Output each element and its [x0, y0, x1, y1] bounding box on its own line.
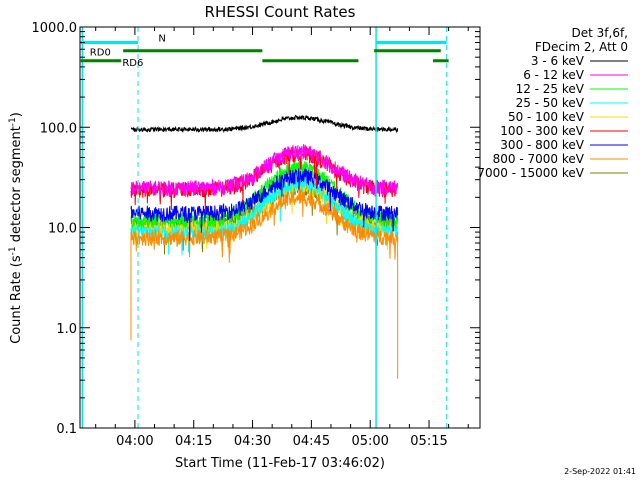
y-tick-label: 1.0 — [56, 322, 77, 337]
x-tick-label: 04:30 — [234, 434, 271, 449]
x-tick-label: 04:00 — [116, 434, 153, 449]
legend-entry-label: 25 - 50 keV — [516, 96, 585, 110]
legend-entry-label: 6 - 12 keV — [523, 68, 585, 82]
legend-entry-label: 12 - 25 keV — [516, 82, 585, 96]
legend-entry-label: 7000 - 15000 keV — [477, 166, 584, 180]
rd0-label: RD0 — [90, 47, 111, 58]
series-layer — [130, 114, 399, 379]
y-tick-label: 10.0 — [48, 222, 77, 237]
legend-entry-label: 3 - 6 keV — [531, 54, 585, 68]
legend-header-line-2: FDecim 2, Att 0 — [535, 40, 628, 54]
x-axis-label: Start Time (11-Feb-17 03:46:02) — [175, 456, 385, 471]
legend-entry-label: 300 - 800 keV — [500, 138, 584, 152]
legend-entry-label: 800 - 7000 keV — [493, 152, 585, 166]
chart-title: RHESSI Count Rates — [205, 3, 356, 21]
legend-entry-label: 50 - 100 keV — [508, 110, 585, 124]
series-line — [130, 114, 399, 134]
x-tick-label: 04:45 — [293, 434, 330, 449]
overlay-layer: N RD0 RD6 — [80, 27, 449, 428]
series-line — [130, 144, 399, 198]
y-tick-label: 1000.0 — [32, 21, 78, 36]
rd6-label: RD6 — [122, 58, 143, 69]
legend-entry-label: 100 - 300 keV — [500, 124, 584, 138]
series-line — [130, 189, 399, 263]
x-axis: 04:00 04:15 04:30 04:45 05:00 05:15 — [95, 27, 469, 449]
x-tick-label: 05:00 — [351, 434, 388, 449]
y-tick-label: 0.1 — [56, 422, 77, 437]
legend-header-line-1: Det 3f,6f, — [572, 26, 629, 40]
plot-timestamp: 2-Sep-2022 01:41 — [564, 467, 636, 476]
y-tick-label: 100.0 — [40, 121, 77, 136]
series-line — [130, 167, 399, 241]
y-axis: 1000.0 100.0 10.0 1.0 0.1 — [32, 21, 480, 437]
night-label: N — [158, 34, 165, 45]
y-axis-label: Count Rate (s-1 detector segment-1) — [8, 112, 24, 344]
x-tick-label: 05:15 — [410, 434, 447, 449]
x-tick-label: 04:15 — [175, 434, 212, 449]
